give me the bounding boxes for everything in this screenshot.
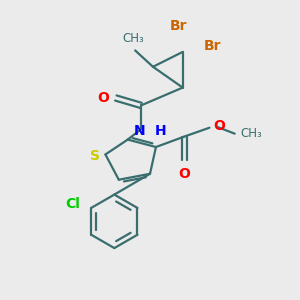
Text: CH₃: CH₃ <box>122 32 144 45</box>
Text: H: H <box>154 124 166 138</box>
Text: Br: Br <box>169 19 187 33</box>
Text: S: S <box>90 149 100 163</box>
Text: Cl: Cl <box>65 197 80 212</box>
Text: N: N <box>134 124 146 138</box>
Text: O: O <box>178 167 190 181</box>
Text: CH₃: CH₃ <box>240 127 262 140</box>
Text: Br: Br <box>203 39 221 53</box>
Text: O: O <box>213 119 225 133</box>
Text: O: O <box>98 91 109 105</box>
